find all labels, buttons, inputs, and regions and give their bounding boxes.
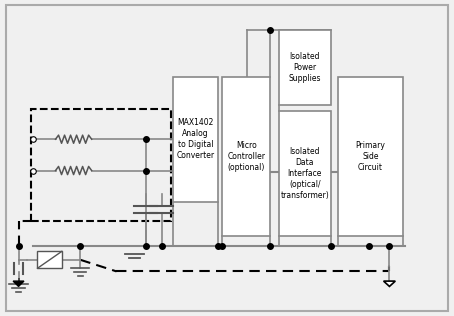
Bar [279, 111, 331, 236]
Bar [338, 76, 403, 236]
Polygon shape [13, 281, 24, 286]
Text: MAX1402
Analog
to Digital
Converter: MAX1402 Analog to Digital Converter [176, 118, 214, 160]
Text: Isolated
Data
Interface
(optical/
transformer): Isolated Data Interface (optical/ transf… [281, 147, 329, 200]
Text: Isolated
Power
Supplies: Isolated Power Supplies [289, 52, 321, 83]
Bar [173, 76, 218, 202]
Text: Micro
Controller
(optional): Micro Controller (optional) [227, 141, 265, 172]
Bar [279, 30, 331, 105]
Bar [222, 76, 270, 236]
Bar [31, 109, 171, 221]
Bar [38, 251, 62, 268]
Polygon shape [384, 281, 395, 286]
Text: Primary
Side
Circuit: Primary Side Circuit [355, 141, 385, 172]
